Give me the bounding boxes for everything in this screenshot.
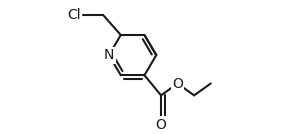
Text: Cl: Cl — [67, 8, 81, 22]
Text: N: N — [104, 48, 114, 62]
Text: O: O — [172, 77, 183, 91]
Text: O: O — [156, 118, 166, 132]
